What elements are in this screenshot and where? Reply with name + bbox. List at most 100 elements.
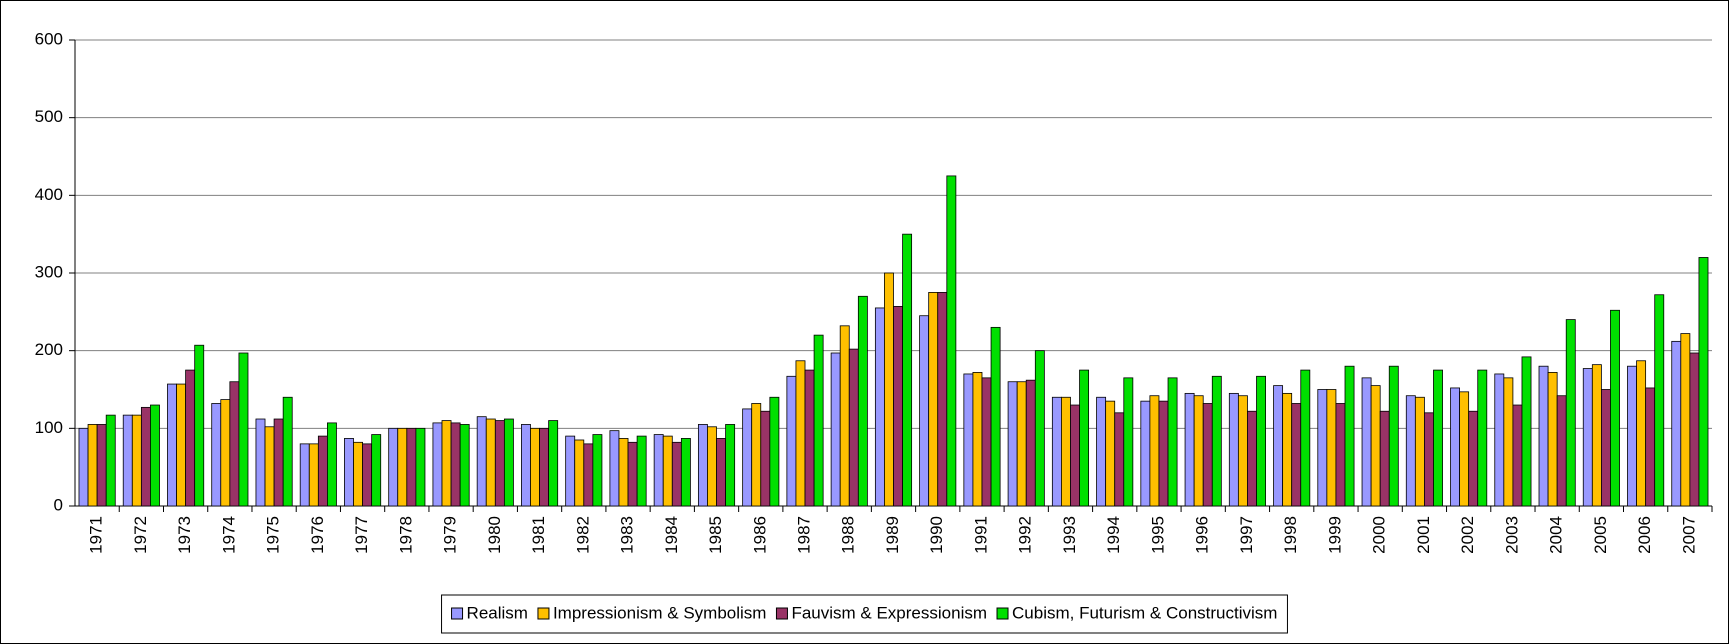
bar bbox=[1140, 400, 1151, 507]
x-tick-label: 1982 bbox=[573, 516, 592, 554]
bar bbox=[848, 348, 859, 507]
bar bbox=[1698, 257, 1709, 507]
bar bbox=[804, 369, 815, 507]
bar bbox=[725, 424, 736, 507]
bar bbox=[928, 292, 939, 507]
bar bbox=[1424, 412, 1434, 507]
bar bbox=[1477, 369, 1488, 507]
bar bbox=[1061, 396, 1071, 507]
bar bbox=[1556, 395, 1567, 507]
bar bbox=[494, 420, 505, 507]
legend-swatch bbox=[996, 607, 1009, 620]
x-tick-label: 2004 bbox=[1547, 516, 1566, 554]
bar bbox=[1344, 365, 1355, 507]
bar bbox=[1079, 369, 1090, 507]
bar bbox=[255, 418, 266, 507]
bar bbox=[972, 372, 983, 507]
bar bbox=[874, 307, 885, 507]
legend: Realism Impressionism & Symbolism Fauvism … bbox=[441, 594, 1288, 634]
bar bbox=[1282, 392, 1293, 507]
bar bbox=[238, 352, 249, 507]
bar bbox=[1096, 396, 1107, 507]
bar bbox=[282, 396, 293, 507]
bar bbox=[981, 377, 992, 507]
x-tick-label: 1987 bbox=[794, 516, 813, 554]
bar bbox=[609, 430, 620, 507]
bar bbox=[353, 441, 363, 507]
bar bbox=[220, 399, 231, 507]
bar bbox=[388, 427, 399, 507]
x-tick-label: 1977 bbox=[352, 516, 371, 554]
legend-label: Impressionism & Symbolism bbox=[553, 603, 767, 622]
bar bbox=[1326, 389, 1337, 507]
x-tick-label: 1980 bbox=[485, 516, 504, 554]
bar bbox=[1503, 377, 1514, 507]
bar bbox=[769, 396, 780, 507]
bar bbox=[627, 441, 638, 507]
bar bbox=[211, 403, 222, 507]
bar bbox=[751, 403, 762, 507]
x-tick-label: 1975 bbox=[264, 516, 283, 554]
x-tick-label: 1993 bbox=[1060, 516, 1079, 554]
bar bbox=[167, 383, 177, 507]
x-tick-label: 1972 bbox=[131, 516, 150, 554]
bar bbox=[450, 422, 461, 507]
bar bbox=[1689, 352, 1700, 507]
x-tick-label: 1976 bbox=[308, 516, 327, 554]
x-tick-label: 1999 bbox=[1325, 516, 1344, 554]
bar bbox=[1680, 333, 1691, 507]
x-tick-label: 1986 bbox=[750, 516, 769, 554]
x-tick-label: 1983 bbox=[618, 516, 637, 554]
bar bbox=[150, 404, 160, 507]
bar bbox=[1645, 387, 1656, 507]
bar bbox=[680, 438, 691, 507]
bar bbox=[1582, 368, 1593, 507]
bar bbox=[1610, 309, 1620, 507]
bar bbox=[707, 426, 717, 507]
x-tick-label: 2001 bbox=[1414, 516, 1433, 554]
bar bbox=[786, 375, 797, 507]
bar bbox=[716, 438, 726, 507]
legend-box bbox=[441, 594, 1288, 634]
bar bbox=[1494, 373, 1505, 507]
bar bbox=[485, 418, 496, 507]
bar bbox=[1521, 356, 1532, 507]
bar bbox=[1193, 395, 1204, 507]
bar bbox=[1600, 389, 1611, 507]
bar bbox=[813, 334, 824, 507]
bar bbox=[503, 418, 514, 507]
bar bbox=[1379, 410, 1390, 507]
bar bbox=[565, 435, 576, 507]
bar bbox=[742, 408, 753, 507]
bar bbox=[176, 383, 187, 507]
y-tick-label: 300 bbox=[35, 262, 63, 281]
bar bbox=[273, 418, 284, 507]
bar bbox=[946, 175, 957, 507]
y-tick-label: 400 bbox=[35, 185, 63, 204]
bar bbox=[1202, 403, 1213, 507]
bar bbox=[406, 427, 417, 507]
bar bbox=[344, 438, 354, 507]
bar bbox=[1459, 391, 1470, 507]
bar bbox=[1547, 372, 1558, 507]
x-tick-label: 1981 bbox=[529, 516, 548, 554]
bar bbox=[415, 427, 426, 507]
bar bbox=[857, 295, 868, 507]
bar bbox=[1158, 400, 1169, 507]
x-tick-label: 1985 bbox=[706, 516, 725, 554]
bar bbox=[96, 424, 107, 507]
x-tick-label: 1984 bbox=[662, 516, 681, 554]
bar bbox=[539, 427, 550, 507]
bar bbox=[131, 414, 142, 507]
bar bbox=[1007, 381, 1018, 507]
bar bbox=[1414, 396, 1425, 507]
bar bbox=[902, 233, 913, 507]
x-tick-label: 2000 bbox=[1370, 516, 1389, 554]
bar bbox=[397, 427, 408, 507]
bar bbox=[362, 443, 373, 507]
bar bbox=[87, 424, 98, 507]
bar bbox=[194, 344, 205, 507]
bar bbox=[521, 424, 531, 507]
bar bbox=[1538, 365, 1549, 507]
bar bbox=[1627, 365, 1637, 507]
